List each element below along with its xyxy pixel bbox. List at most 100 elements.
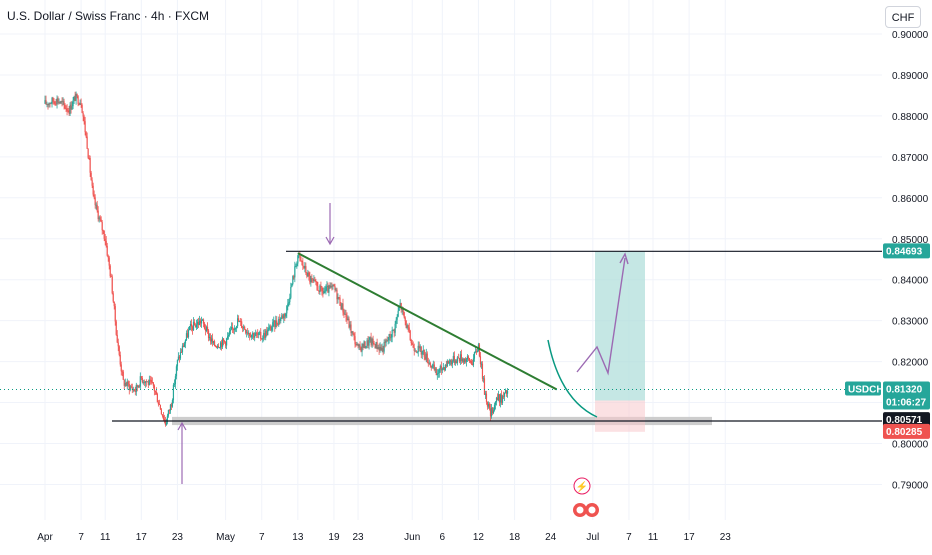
candle-body bbox=[297, 255, 299, 264]
candle-body bbox=[273, 320, 275, 323]
candle-body bbox=[343, 312, 345, 315]
candle-body bbox=[49, 103, 51, 104]
projection-arrowhead bbox=[619, 252, 629, 265]
candle-body bbox=[178, 356, 181, 359]
candle-body bbox=[146, 381, 148, 383]
candle-body bbox=[383, 342, 385, 352]
candle-body bbox=[252, 333, 254, 335]
candle-body bbox=[243, 326, 245, 328]
candle-body bbox=[413, 347, 415, 352]
x-tick-label: Jun bbox=[404, 532, 420, 543]
candle-body bbox=[368, 339, 370, 346]
candle-body bbox=[53, 101, 55, 103]
candle-body bbox=[397, 310, 399, 317]
candle-body bbox=[309, 275, 311, 283]
candle-body bbox=[173, 384, 176, 385]
candle-body bbox=[491, 407, 494, 414]
candle-body bbox=[98, 217, 100, 220]
candle-body bbox=[380, 346, 382, 351]
x-tick-label: 18 bbox=[509, 532, 521, 543]
candle-body bbox=[239, 321, 241, 322]
candle-body bbox=[292, 276, 294, 285]
candle-body bbox=[411, 342, 413, 345]
candle-body bbox=[102, 230, 104, 231]
candle-body bbox=[128, 384, 130, 390]
candle-body bbox=[355, 344, 357, 346]
candle-body bbox=[499, 394, 502, 403]
candle-body bbox=[112, 293, 114, 302]
candle-body bbox=[180, 352, 183, 353]
candle-body bbox=[259, 332, 261, 333]
candle-body bbox=[219, 342, 222, 348]
candle-body bbox=[424, 356, 426, 360]
candle-body bbox=[192, 321, 195, 331]
candle-body bbox=[94, 197, 96, 206]
candle-body bbox=[119, 354, 121, 365]
candle-body bbox=[284, 313, 286, 317]
candle-body bbox=[302, 262, 304, 266]
candle-body bbox=[145, 381, 147, 383]
candle-body bbox=[326, 285, 328, 287]
candle-body bbox=[434, 368, 436, 370]
candle-body bbox=[106, 245, 108, 256]
candle-body bbox=[114, 306, 116, 322]
candle-body bbox=[202, 319, 205, 324]
candle-body bbox=[164, 420, 166, 425]
candle-body bbox=[134, 391, 136, 392]
candle-body bbox=[194, 325, 197, 328]
candle-body bbox=[262, 338, 264, 340]
candle-body bbox=[476, 351, 479, 353]
candle-body bbox=[242, 327, 244, 329]
candle-body bbox=[391, 330, 393, 338]
candle-body bbox=[460, 354, 462, 361]
candle-body bbox=[170, 404, 173, 407]
candle-body bbox=[406, 325, 408, 328]
candle-body bbox=[132, 389, 134, 390]
candle-body bbox=[245, 329, 247, 333]
candle-body bbox=[249, 333, 251, 336]
candle-body bbox=[90, 172, 92, 181]
candle-body bbox=[469, 361, 472, 362]
candle-body bbox=[267, 329, 269, 336]
candle-body bbox=[131, 387, 133, 390]
candle-body bbox=[504, 390, 507, 393]
candle-body bbox=[349, 324, 351, 328]
candle-body bbox=[228, 335, 230, 337]
candle-body bbox=[147, 381, 149, 385]
candle-body bbox=[185, 333, 188, 341]
candle-body bbox=[188, 326, 191, 331]
candle-body bbox=[165, 422, 168, 425]
candle-body bbox=[318, 290, 320, 292]
candle-body bbox=[301, 260, 303, 263]
candle-body bbox=[395, 319, 397, 324]
candle-body bbox=[57, 98, 59, 103]
candle-body bbox=[417, 345, 419, 352]
candle-body bbox=[137, 385, 139, 388]
candle-body bbox=[503, 392, 506, 397]
candle-body bbox=[116, 334, 118, 343]
candle-body bbox=[471, 363, 474, 366]
candle-body bbox=[436, 373, 438, 376]
candle-body bbox=[135, 384, 137, 392]
candle-body bbox=[454, 360, 456, 364]
candle-body bbox=[189, 323, 192, 327]
candle-body bbox=[304, 266, 306, 269]
candle-body bbox=[233, 328, 235, 331]
candle-body bbox=[459, 354, 461, 362]
candle-body bbox=[360, 347, 362, 352]
candle-body bbox=[367, 340, 369, 346]
candle-body bbox=[83, 116, 85, 122]
candle-body bbox=[223, 341, 226, 342]
candle-body bbox=[215, 346, 218, 348]
currency-button[interactable]: CHF bbox=[885, 6, 921, 28]
candle-body bbox=[274, 320, 276, 328]
x-tick-label: 17 bbox=[684, 532, 696, 543]
candle-body bbox=[425, 353, 427, 360]
candle-body bbox=[270, 326, 272, 331]
candle-body bbox=[359, 344, 361, 348]
candle-body bbox=[46, 104, 48, 105]
candle-body bbox=[357, 344, 359, 347]
candle-body bbox=[207, 330, 210, 339]
